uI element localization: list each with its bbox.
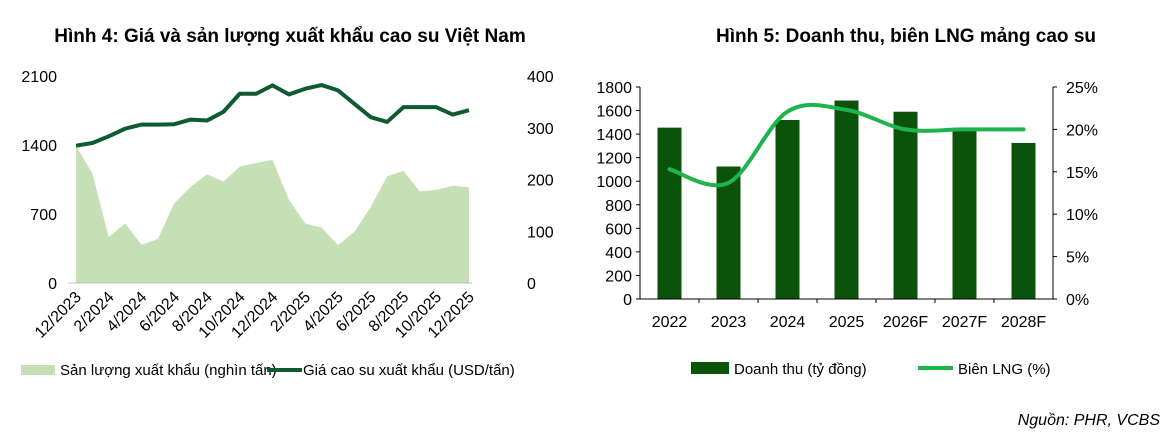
- right-y-tick: 0%: [1066, 292, 1089, 309]
- x-tick: 2028F: [1001, 314, 1047, 331]
- left-y-tick: 1000: [596, 174, 632, 191]
- right-y-tick: 400: [527, 69, 554, 86]
- left-y-tick: 1200: [596, 151, 632, 168]
- left-y-tick: 0: [48, 276, 57, 293]
- right-y-tick: 10%: [1066, 207, 1098, 224]
- legend-swatch-area: [21, 365, 55, 375]
- x-tick: 2027F: [942, 314, 988, 331]
- legend-right: Doanh thu (tỷ đồng) Biên LNG (%): [691, 361, 1051, 378]
- left-y-tick: 1600: [596, 104, 632, 121]
- right-y-tick: 0: [527, 276, 536, 293]
- chart-title-right: Hình 5: Doanh thu, biên LNG mảng cao su: [716, 26, 1096, 47]
- volume-area: [76, 145, 469, 283]
- source-note: Nguồn: PHR, VCBS: [1018, 412, 1161, 429]
- left-y-tick: 700: [30, 207, 57, 224]
- right-y-tick: 25%: [1066, 80, 1098, 97]
- left-y-tick: 200: [605, 268, 632, 285]
- left-y-tick: 1800: [596, 80, 632, 97]
- x-tick: 2023: [711, 314, 747, 331]
- left-y-tick: 2100: [21, 69, 57, 86]
- right-y-tick: 100: [527, 224, 554, 241]
- x-tick: 2026F: [883, 314, 929, 331]
- revenue-bar: [775, 119, 800, 299]
- revenue-bar: [716, 166, 741, 299]
- x-tick: 2022: [652, 314, 688, 331]
- right-y-tick: 20%: [1066, 122, 1098, 139]
- x-tick: 12/2023: [32, 289, 85, 342]
- revenue-bar: [834, 100, 859, 300]
- right-y-tick: 300: [527, 121, 554, 138]
- legend-label-price: Giá cao su xuất khẩu (USD/tấn): [303, 362, 515, 379]
- left-y-tick: 400: [605, 245, 632, 262]
- left-y-tick: 1400: [21, 138, 57, 155]
- revenue-bar: [1011, 142, 1036, 299]
- revenue-bar: [893, 111, 918, 299]
- left-y-tick: 800: [605, 198, 632, 215]
- legend-swatch-bar: [691, 362, 729, 374]
- right-y-tick: 15%: [1066, 165, 1098, 182]
- x-tick: 2025: [829, 314, 865, 331]
- chart-title-left: Hình 4: Giá và sản lượng xuất khẩu cao s…: [54, 26, 525, 47]
- left-y-tick: 0: [623, 292, 632, 309]
- revenue-bar: [952, 130, 977, 299]
- revenue-bar: [657, 127, 682, 299]
- left-y-tick: 600: [605, 221, 632, 238]
- margin-line: [667, 102, 1026, 188]
- legend-label-margin: Biên LNG (%): [958, 361, 1051, 378]
- price-line: [75, 83, 470, 148]
- right-y-tick: 200: [527, 173, 554, 190]
- legend-label-volume: Sản lượng xuất khẩu (nghìn tấn): [60, 362, 277, 379]
- legend-left: Sản lượng xuất khẩu (nghìn tấn) Giá cao …: [21, 362, 515, 379]
- legend-label-revenue: Doanh thu (tỷ đồng): [734, 361, 867, 378]
- right-y-tick: 5%: [1066, 250, 1089, 267]
- x-tick: 2024: [770, 314, 806, 331]
- left-y-tick: 1400: [596, 127, 632, 144]
